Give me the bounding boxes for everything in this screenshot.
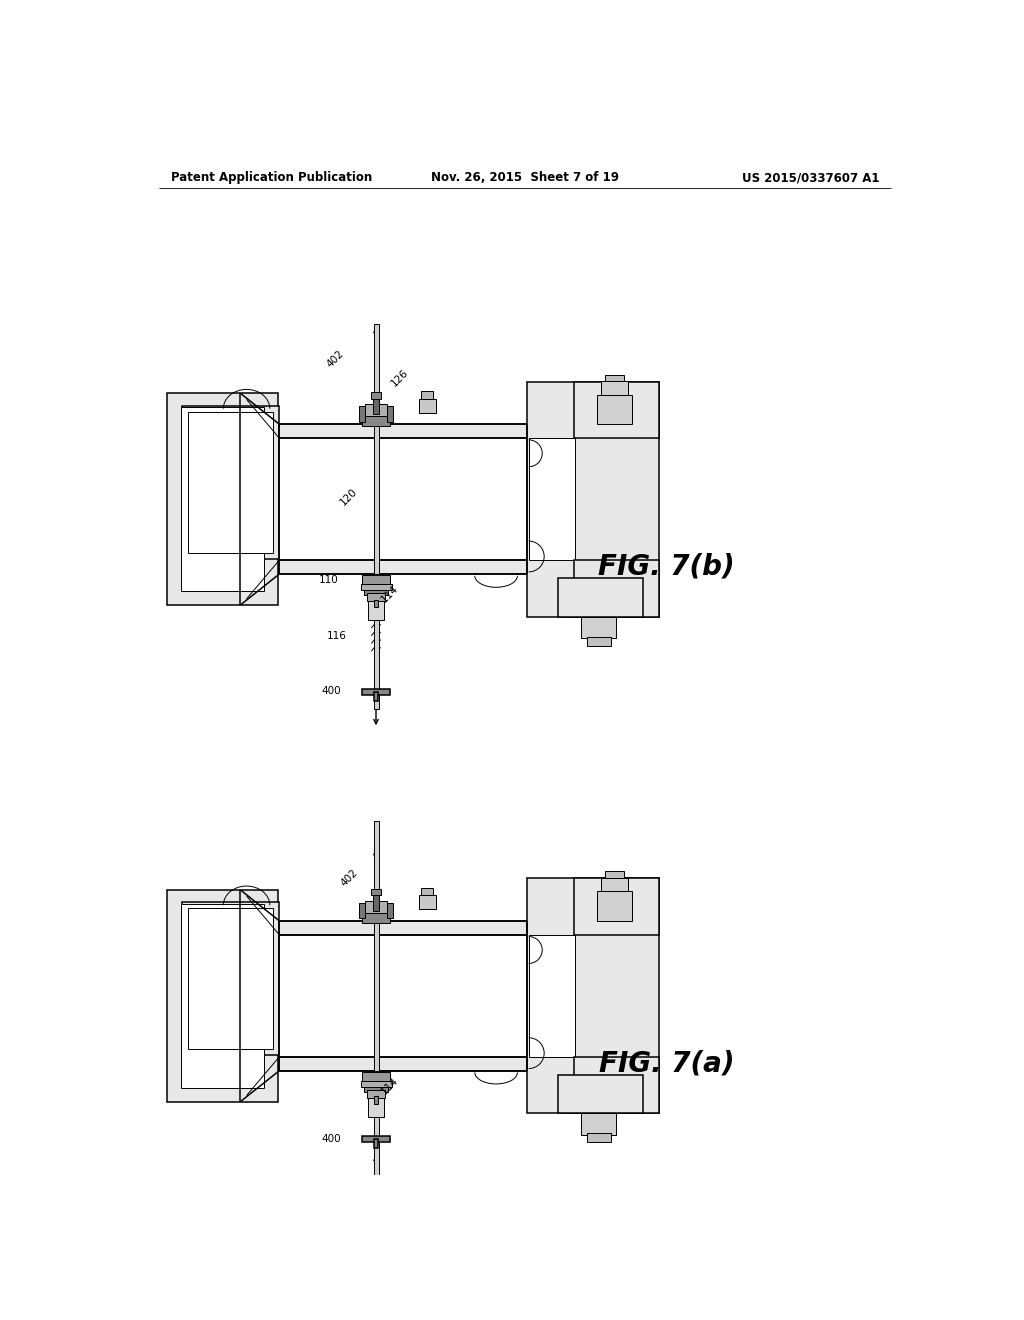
Bar [573, 878, 658, 935]
Bar [374, 1096, 378, 1104]
Bar [182, 405, 280, 558]
Bar [597, 891, 632, 921]
Bar [188, 412, 273, 553]
Bar [527, 381, 658, 616]
Bar [362, 416, 390, 426]
Bar [601, 878, 628, 891]
Text: Patent Application Publication: Patent Application Publication [171, 172, 372, 185]
Bar [374, 692, 378, 701]
Text: US 2015/0337607 A1: US 2015/0337607 A1 [742, 172, 880, 185]
Bar [366, 900, 387, 913]
Text: FIG. 7(b): FIG. 7(b) [598, 553, 735, 581]
Bar [374, 1139, 378, 1148]
Bar [587, 1133, 611, 1143]
Bar [604, 871, 624, 878]
Bar [360, 585, 391, 590]
Text: 126: 126 [389, 367, 410, 388]
Bar [365, 581, 388, 595]
Bar [528, 935, 575, 1057]
Bar [587, 636, 611, 645]
Bar [372, 392, 381, 399]
Bar [359, 903, 366, 919]
Bar [369, 1071, 384, 1117]
Bar [182, 903, 280, 1056]
Bar [359, 407, 366, 422]
Bar [528, 438, 575, 561]
Bar [362, 576, 390, 585]
Bar [573, 381, 658, 438]
Bar [365, 1077, 388, 1092]
Bar [374, 821, 379, 1205]
Text: 400: 400 [322, 1134, 341, 1143]
Bar [369, 574, 384, 620]
Bar [362, 912, 390, 923]
Bar [362, 1135, 390, 1142]
Bar [419, 399, 435, 412]
Bar [419, 895, 435, 909]
Bar [180, 904, 263, 1088]
Bar [280, 921, 527, 935]
Bar [362, 689, 390, 696]
Bar [280, 438, 527, 561]
Bar [558, 578, 643, 616]
Text: 402: 402 [326, 348, 346, 370]
Bar [374, 323, 379, 709]
Bar [527, 878, 658, 1113]
Bar [280, 935, 527, 1057]
Text: 402: 402 [338, 867, 359, 888]
Bar [582, 616, 616, 638]
Bar [573, 1057, 658, 1113]
Text: 114: 114 [379, 1076, 400, 1097]
Bar [366, 404, 387, 416]
Bar [387, 407, 393, 422]
Bar [280, 560, 527, 574]
Text: 120: 120 [338, 487, 359, 508]
Bar [597, 395, 632, 424]
Bar [188, 908, 273, 1049]
Bar [167, 890, 278, 1102]
Text: 114: 114 [379, 583, 400, 605]
Text: 400: 400 [322, 686, 341, 696]
Bar [601, 381, 628, 395]
Bar [360, 1081, 391, 1088]
Bar [362, 1072, 390, 1081]
Text: Nov. 26, 2015  Sheet 7 of 19: Nov. 26, 2015 Sheet 7 of 19 [431, 172, 618, 185]
Bar [180, 407, 263, 591]
Bar [167, 393, 278, 605]
Bar [373, 397, 379, 414]
Bar [372, 890, 381, 895]
Bar [280, 424, 527, 438]
Text: FIG. 7(a): FIG. 7(a) [599, 1049, 734, 1077]
Bar [367, 594, 385, 601]
Bar [367, 1090, 385, 1098]
Bar [582, 1113, 616, 1135]
Bar [373, 894, 379, 911]
Bar [387, 903, 393, 919]
Text: 116: 116 [327, 631, 346, 640]
Bar [374, 599, 378, 607]
Bar [280, 1057, 527, 1071]
Bar [573, 561, 658, 616]
Bar [421, 391, 433, 399]
Text: 110: 110 [319, 576, 339, 585]
Bar [604, 375, 624, 381]
Bar [421, 887, 433, 895]
Bar [558, 1074, 643, 1113]
